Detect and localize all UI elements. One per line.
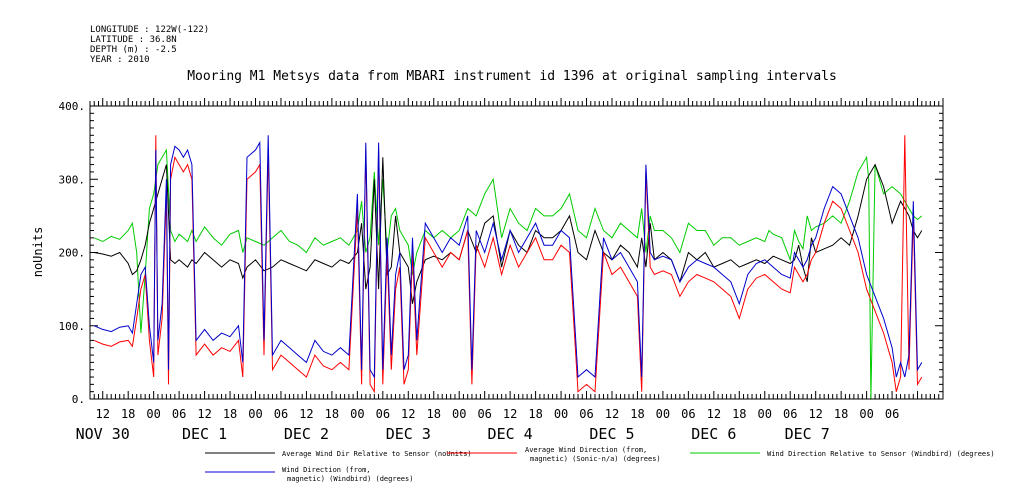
x-day-label: DEC 2 bbox=[284, 425, 329, 443]
x-day-label: DEC 4 bbox=[488, 425, 533, 443]
x-day-label: DEC 6 bbox=[691, 425, 736, 443]
chart-title: Mooring M1 Metsys data from MBARI instru… bbox=[187, 69, 837, 84]
x-hour-label: 12 bbox=[808, 407, 822, 421]
plot-frame bbox=[89, 105, 944, 400]
x-hour-label: 00 bbox=[656, 407, 670, 421]
legend-label-avg-dir: Average Wind Direction (from, magnetic) … bbox=[525, 446, 661, 463]
x-hour-label: 06 bbox=[376, 407, 390, 421]
header-latitude: LATITUDE : 36.8N bbox=[90, 35, 177, 45]
x-hour-label: 06 bbox=[681, 407, 695, 421]
x-ticks: 12 18 00 06 12 18 00 06 12 18 00 06 12 18 00 06 12 18 00 06… bbox=[76, 98, 944, 443]
legend: Average Wind Dir Relative to Sensor (noU… bbox=[205, 446, 995, 483]
header-depth: DEPTH (m) : -2.5 bbox=[90, 45, 177, 55]
x-hour-label: 06 bbox=[783, 407, 797, 421]
x-hour-label: 18 bbox=[121, 407, 135, 421]
x-day-label: DEC 3 bbox=[386, 425, 431, 443]
x-hour-label: 00 bbox=[554, 407, 568, 421]
x-hour-label: 12 bbox=[707, 407, 721, 421]
x-hour-label: 06 bbox=[477, 407, 491, 421]
x-day-label: DEC 5 bbox=[589, 425, 634, 443]
series-line-avg-rel bbox=[94, 157, 923, 304]
legend-label-avg-dir-line2: magnetic) (Sonic-n/a) (degrees) bbox=[530, 455, 661, 463]
y-tick-label: 100. bbox=[59, 320, 86, 333]
x-hour-label: 18 bbox=[223, 407, 237, 421]
header-block: LONGITUDE : 122W(-122) LATITUDE : 36.8N … bbox=[90, 25, 209, 65]
y-tick-label: 300. bbox=[59, 173, 86, 186]
x-hour-label: 12 bbox=[299, 407, 313, 421]
legend-label-wb-rel: Wind Direction Relative to Sensor (Windb… bbox=[767, 450, 995, 458]
x-hour-label: 12 bbox=[503, 407, 517, 421]
x-hour-label: 18 bbox=[630, 407, 644, 421]
y-axis-label: noUnits bbox=[31, 227, 45, 278]
x-hour-label: 18 bbox=[834, 407, 848, 421]
header-longitude: LONGITUDE : 122W(-122) bbox=[90, 25, 209, 35]
x-day-label: DEC 7 bbox=[785, 425, 830, 443]
legend-label-wb-dir: Wind Direction (from, magnetic) (Windbir… bbox=[282, 466, 413, 483]
x-hour-label: 18 bbox=[325, 407, 339, 421]
legend-label-wb-dir-line1: Wind Direction (from, bbox=[282, 466, 371, 474]
x-hour-label: 00 bbox=[758, 407, 772, 421]
x-hour-label: 12 bbox=[96, 407, 110, 421]
y-ticks: 0. 100. 200. 300. 400. bbox=[59, 100, 943, 406]
x-hour-label: 00 bbox=[350, 407, 364, 421]
plot-series bbox=[94, 135, 923, 400]
x-day-label: DEC 1 bbox=[182, 425, 227, 443]
x-hour-label: 12 bbox=[401, 407, 415, 421]
x-hour-label: 06 bbox=[274, 407, 288, 421]
legend-label-wb-dir-line2: magnetic) (Windbird) (degrees) bbox=[287, 475, 413, 483]
y-tick-label: 200. bbox=[59, 247, 86, 260]
y-tick-label: 400. bbox=[59, 100, 86, 113]
series-line-avg-dir bbox=[94, 135, 923, 394]
header-year: YEAR : 2010 bbox=[90, 55, 150, 65]
y-tick-label: 0. bbox=[72, 393, 85, 406]
x-hour-label: 12 bbox=[605, 407, 619, 421]
legend-label-avg-dir-line1: Average Wind Direction (from, bbox=[525, 446, 647, 454]
x-hour-label: 00 bbox=[452, 407, 466, 421]
x-hour-label: 00 bbox=[248, 407, 262, 421]
x-hour-label: 18 bbox=[732, 407, 746, 421]
series-line-wb-dir bbox=[94, 135, 923, 379]
x-hour-label: 12 bbox=[197, 407, 211, 421]
x-hour-label: 00 bbox=[146, 407, 160, 421]
x-hour-label: 06 bbox=[885, 407, 899, 421]
series-line-wb-rel bbox=[94, 148, 923, 400]
x-day-label: NOV 30 bbox=[76, 425, 130, 443]
x-hour-label: 00 bbox=[859, 407, 873, 421]
x-hour-label: 18 bbox=[528, 407, 542, 421]
x-hour-label: 06 bbox=[172, 407, 186, 421]
x-hour-label: 06 bbox=[579, 407, 593, 421]
legend-label-avg-rel: Average Wind Dir Relative to Sensor (noU… bbox=[282, 450, 472, 458]
x-hour-label: 18 bbox=[427, 407, 441, 421]
